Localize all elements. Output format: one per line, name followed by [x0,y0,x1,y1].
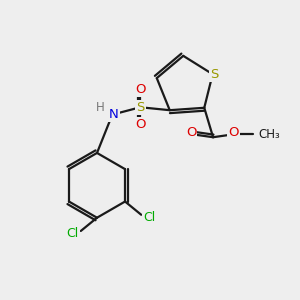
Text: O: O [135,83,146,96]
Text: O: O [135,118,146,131]
Text: N: N [109,108,119,121]
Text: Cl: Cl [66,227,79,240]
Text: O: O [229,126,239,139]
Text: CH₃: CH₃ [259,128,281,141]
Text: Cl: Cl [143,211,156,224]
Text: H: H [96,101,105,114]
Text: S: S [210,68,218,81]
Text: S: S [136,101,145,114]
Text: O: O [186,126,196,139]
